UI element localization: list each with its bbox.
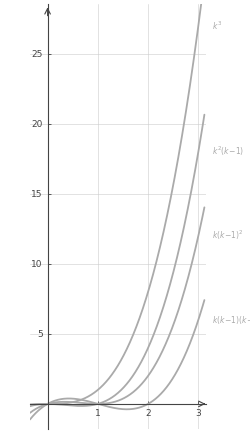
Text: $k(k\!-\!1)(k\!-\!2)$: $k(k\!-\!1)(k\!-\!2)$: [212, 314, 250, 326]
Text: $k^2(k\!-\!1)$: $k^2(k\!-\!1)$: [212, 145, 244, 158]
Text: $k(k\!-\!1)^2$: $k(k\!-\!1)^2$: [212, 229, 243, 242]
Text: $k^3$: $k^3$: [212, 19, 222, 32]
